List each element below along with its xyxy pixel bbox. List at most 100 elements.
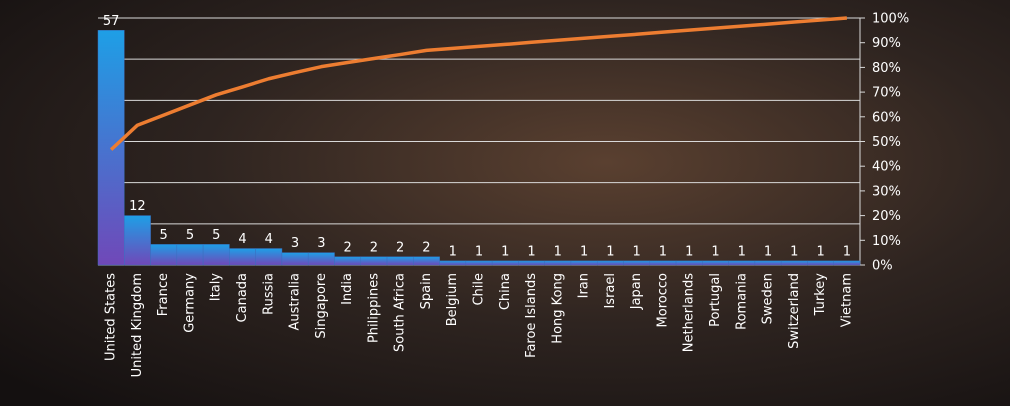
data-label: 5 — [186, 228, 194, 243]
data-label: 1 — [475, 244, 483, 259]
y2-tick-label: 100% — [872, 12, 909, 27]
bar — [649, 260, 677, 266]
x-tick-label: India — [340, 273, 355, 305]
data-label: 1 — [738, 244, 746, 259]
data-label: 3 — [291, 236, 299, 251]
bar — [124, 215, 151, 266]
y2-tick-label: 10% — [872, 234, 901, 249]
x-tick-label: Japan — [629, 273, 644, 310]
x-tick-label: Italy — [209, 273, 224, 302]
data-label: 2 — [343, 240, 351, 255]
y2-tick-label: 40% — [872, 160, 901, 175]
bar — [150, 244, 178, 266]
x-tick-label: Chile — [472, 273, 487, 306]
y2-tick-label: 50% — [872, 135, 901, 150]
data-label: 1 — [790, 244, 798, 259]
bar — [202, 244, 230, 266]
x-tick-label: United Kingdom — [130, 273, 145, 377]
bar — [754, 260, 782, 266]
data-label: 1 — [659, 244, 667, 259]
bar — [807, 260, 834, 266]
bar — [255, 248, 283, 266]
data-label: 12 — [129, 199, 146, 214]
x-tick-label: Vietnam — [839, 273, 854, 327]
bar — [544, 260, 572, 266]
data-label: 5 — [160, 228, 168, 243]
y2-tick-label: 60% — [872, 110, 901, 125]
bar — [439, 260, 467, 266]
y2-tick-label: 90% — [872, 36, 901, 51]
x-tick-label: Romania — [734, 273, 749, 330]
data-label: 3 — [317, 236, 325, 251]
x-tick-label: China — [498, 273, 513, 310]
x-tick-label: Faroe Islands — [524, 273, 539, 358]
data-label: 5 — [212, 228, 220, 243]
x-tick-label: United States — [104, 273, 119, 361]
bar — [780, 260, 808, 266]
x-tick-label: Canada — [235, 273, 250, 322]
bar — [386, 256, 414, 266]
bar — [518, 260, 545, 266]
data-label: 2 — [422, 240, 430, 255]
y2-tick-label: 20% — [872, 209, 901, 224]
data-label: 1 — [580, 244, 588, 259]
bar — [623, 260, 651, 266]
bar — [833, 260, 861, 266]
data-label: 4 — [238, 232, 246, 247]
y2-tick-label: 80% — [872, 61, 901, 76]
bar — [281, 252, 309, 266]
data-label: 4 — [265, 232, 273, 247]
bar — [413, 256, 440, 266]
bar — [334, 256, 362, 266]
data-label: 1 — [527, 244, 535, 259]
x-tick-label: Philippines — [366, 273, 381, 343]
x-tick-label: Belgium — [445, 273, 460, 326]
cumulative-line — [109, 16, 847, 151]
data-label: 2 — [396, 240, 404, 255]
x-tick-label: Singapore — [314, 273, 329, 339]
bar — [596, 260, 624, 266]
x-tick-label: Australia — [288, 273, 303, 331]
bar — [702, 260, 729, 266]
x-tick-label: Iran — [577, 273, 592, 298]
x-tick-label: Morocco — [655, 273, 670, 327]
data-label: 1 — [843, 244, 851, 259]
x-tick-label: Switzerland — [787, 273, 802, 349]
bar — [728, 260, 756, 266]
data-label: 57 — [103, 14, 120, 29]
x-tick-label: Turkey — [813, 273, 828, 317]
x-tick-label: South Africa — [393, 273, 408, 352]
bar — [570, 260, 598, 266]
data-label: 1 — [501, 244, 509, 259]
x-tick-label: Sweden — [761, 273, 776, 324]
x-tick-label: Germany — [182, 273, 197, 333]
bar — [675, 260, 703, 266]
bar — [307, 252, 335, 266]
data-label: 1 — [449, 244, 457, 259]
x-tick-label: Portugal — [708, 273, 723, 327]
bar — [360, 256, 388, 266]
data-label: 1 — [554, 244, 562, 259]
bar — [465, 260, 493, 266]
y2-tick-label: 0% — [872, 259, 893, 274]
bar — [491, 260, 519, 266]
data-label: 1 — [816, 244, 824, 259]
data-label: 2 — [370, 240, 378, 255]
x-tick-label: Israel — [603, 273, 618, 309]
x-tick-label: Spain — [419, 273, 434, 309]
y2-tick-label: 30% — [872, 184, 901, 199]
data-label: 1 — [606, 244, 614, 259]
data-label: 1 — [764, 244, 772, 259]
data-label: 1 — [711, 244, 719, 259]
bar — [229, 248, 256, 266]
x-tick-label: France — [156, 273, 171, 316]
x-tick-label: Hong Kong — [550, 273, 565, 344]
data-label: 1 — [633, 244, 641, 259]
x-tick-label: Russia — [261, 273, 276, 315]
data-label: 1 — [685, 244, 693, 259]
x-tick-label: Netherlands — [682, 273, 697, 352]
y2-tick-label: 70% — [872, 86, 901, 101]
bar — [176, 244, 204, 266]
